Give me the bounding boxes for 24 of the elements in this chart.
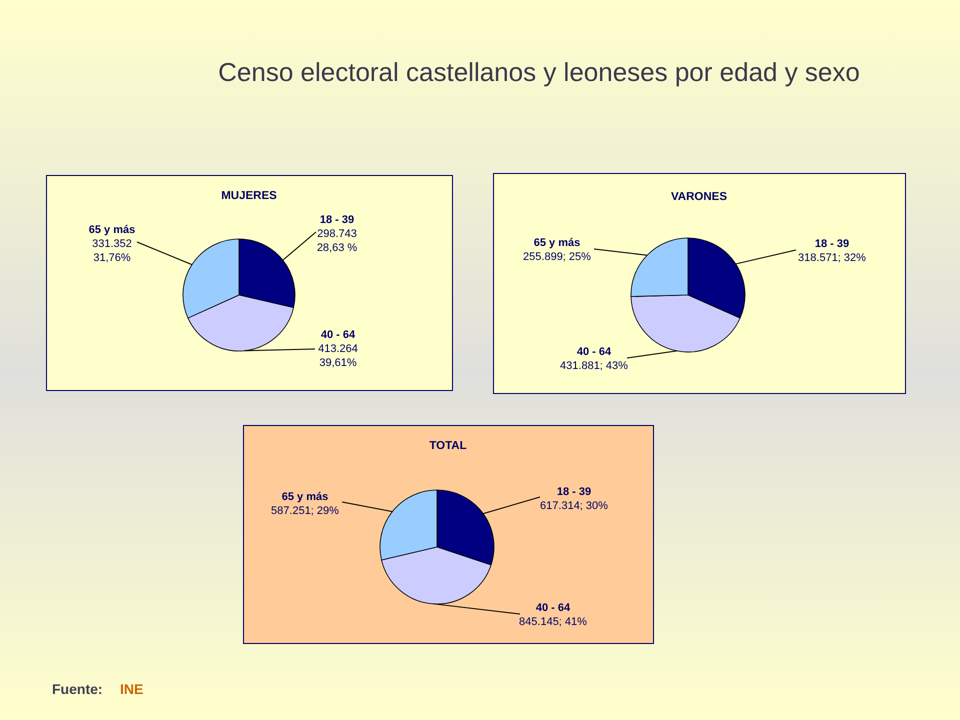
data-label: 587.251; 29% bbox=[271, 505, 340, 517]
slice-label: 18 - 39 bbox=[814, 238, 850, 250]
chart-title: VARONES bbox=[670, 191, 728, 203]
slice-label: 18 - 39 bbox=[556, 486, 592, 498]
slice-label: 65 y más bbox=[282, 491, 328, 503]
data-label: 845.145; 41% bbox=[519, 616, 588, 628]
slice-label: 65 y más bbox=[534, 237, 580, 249]
data-label: 413.264 39,61% bbox=[318, 343, 358, 369]
chart-title: MUJERES bbox=[221, 190, 278, 202]
text: INE bbox=[120, 681, 144, 697]
data-label: 298.743 28,63 % bbox=[316, 228, 358, 254]
slice-label: 40 - 64 bbox=[576, 346, 612, 358]
source-note: Fuente: bbox=[52, 681, 103, 697]
slice-label: 18 - 39 bbox=[320, 214, 354, 226]
chart-title: TOTAL bbox=[429, 440, 467, 452]
slice-label: 40 - 64 bbox=[320, 329, 356, 341]
data-label: 617.314; 30% bbox=[540, 500, 608, 512]
text: Censo electoral castellanos y leoneses por edad y sexo bbox=[218, 57, 860, 87]
slice-label: 40 - 64 bbox=[536, 602, 572, 614]
data-label: 431.881; 43% bbox=[560, 360, 628, 372]
data-label: 255.899; 25% bbox=[523, 251, 592, 263]
data-label: 331.352 31,76% bbox=[92, 238, 132, 264]
data-label: 318.571; 32% bbox=[798, 252, 866, 264]
slice-label: 65 y más bbox=[88, 224, 136, 236]
